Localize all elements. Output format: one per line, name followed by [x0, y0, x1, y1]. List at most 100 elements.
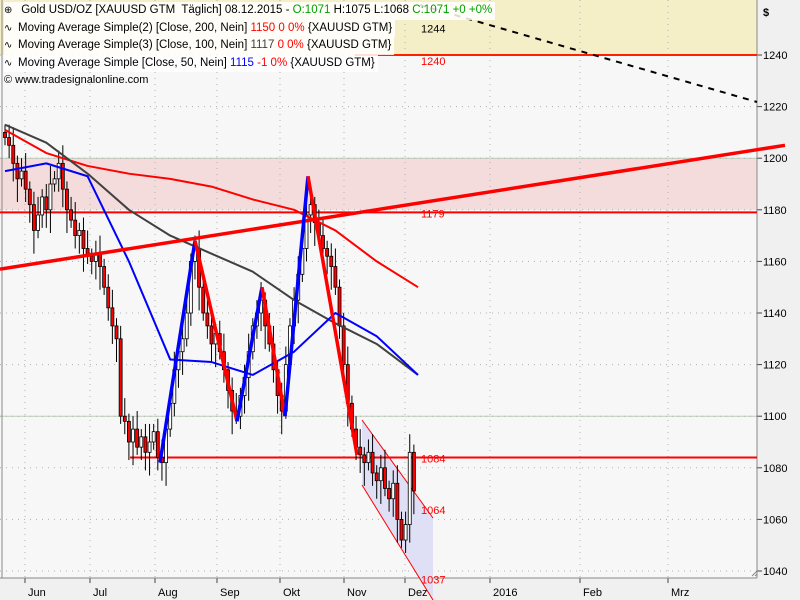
currency-label: $	[763, 7, 769, 19]
copyright-text: © www.tradesignalonline.com	[4, 74, 149, 86]
candle	[36, 214, 40, 231]
y-tick-label: 1040	[763, 566, 787, 578]
candle	[69, 209, 73, 221]
level-label: 1037	[421, 575, 445, 587]
candle	[23, 170, 28, 190]
candle	[44, 196, 49, 211]
period: Täglich]	[181, 4, 222, 16]
candle	[122, 415, 127, 422]
wave-icon: ∿	[4, 57, 13, 69]
candle	[180, 338, 185, 353]
zigzag-segment	[158, 240, 197, 463]
candle	[19, 170, 24, 180]
support-trendline	[0, 143, 786, 271]
indicator-value: 1150	[250, 21, 276, 34]
y-tick-label: 1140	[763, 308, 787, 320]
x-tick-label: Nov	[347, 587, 367, 599]
indicator-value: 1115	[230, 56, 254, 69]
candle	[374, 472, 379, 482]
y-tick-label: 1120	[763, 360, 787, 372]
y-tick-label: 1100	[763, 411, 787, 423]
indicator-symbol: {XAUUSD GTM}	[306, 39, 392, 51]
zigzag-segment	[306, 175, 359, 456]
level-label: 1244	[421, 24, 445, 36]
candle	[403, 524, 408, 541]
candle	[3, 131, 7, 138]
moving-average-line-0	[4, 128, 419, 289]
candle	[333, 266, 338, 288]
candle	[73, 219, 78, 236]
candle	[341, 325, 346, 365]
indicator-name: Moving Average Simple(2) [Close, 200, Ne…	[18, 21, 248, 34]
candle	[147, 441, 152, 453]
candle	[383, 467, 387, 489]
wave-icon: ∿	[4, 40, 13, 51]
close-value: C:1071 +0 +0%	[412, 4, 493, 16]
candle	[32, 204, 36, 231]
y-tick-label: 1060	[763, 514, 787, 526]
level-label: 1179	[421, 208, 445, 220]
indicator-symbol: {XAUUSD GTM}	[307, 21, 393, 34]
candle	[127, 420, 131, 443]
candle	[15, 162, 20, 180]
candle	[151, 431, 156, 443]
zigzag-segment	[235, 286, 264, 422]
candle	[143, 436, 148, 453]
candle	[308, 204, 313, 216]
level-label: 1084	[421, 453, 445, 465]
candle	[362, 454, 367, 464]
indicator-value: 1117	[250, 39, 275, 51]
dashed-trendline	[419, 4, 758, 103]
candle	[201, 286, 206, 314]
candle	[114, 325, 119, 340]
x-tick-label: Jun	[28, 587, 46, 599]
open-value: O:1071	[292, 4, 331, 16]
x-tick-label: Okt	[283, 587, 300, 599]
indicator-name: Moving Average Simple(3) [Close, 100, Ne…	[18, 39, 248, 51]
indicator-name: Moving Average Simple [Close, 50, Nein]	[18, 56, 227, 69]
candle	[131, 428, 135, 443]
indicator-ma100[interactable]: ∿ Moving Average Simple(3) [Close, 100, N…	[4, 37, 395, 55]
instrument-name: Gold USD/OZ [XAUUSD GTM	[21, 4, 176, 16]
low-value: L:1068	[373, 4, 410, 16]
candle	[411, 451, 416, 492]
candle	[378, 467, 383, 482]
candle	[399, 519, 404, 541]
candle	[135, 428, 140, 448]
candle	[184, 312, 189, 340]
candle	[407, 451, 412, 525]
y-tick-label: 1220	[763, 102, 787, 114]
candle	[321, 235, 325, 249]
indicator-symbol: {XAUUSD GTM}	[290, 56, 375, 69]
candle	[395, 482, 400, 520]
indicator-ma200[interactable]: ∿ Moving Average Simple(2) [Close, 200, N…	[4, 19, 396, 37]
y-tick-label: 1240	[763, 50, 787, 62]
zigzag-segment	[260, 286, 287, 417]
candle	[391, 482, 396, 500]
candle	[139, 436, 144, 448]
candle	[89, 255, 94, 262]
candle	[325, 248, 330, 257]
moving-average-line-1	[4, 123, 419, 376]
candle	[65, 188, 69, 211]
candle	[337, 286, 342, 327]
y-tick-label: 1080	[763, 463, 787, 475]
instrument-header[interactable]: ⊕ Gold USD/OZ [XAUUSD GTM Täglich] 08.12…	[4, 2, 496, 20]
candle	[77, 230, 82, 237]
candle	[98, 253, 102, 267]
indicator-ma50[interactable]: ∿ Moving Average Simple [Close, 50, Nein]…	[4, 54, 378, 72]
x-tick-label: 2016	[493, 587, 517, 599]
candle	[7, 137, 12, 146]
date: 08.12.2015 -	[224, 4, 290, 16]
candle	[52, 178, 57, 185]
candle	[358, 446, 363, 456]
candle	[155, 431, 160, 458]
chart-legend: ⊕ Gold USD/OZ [XAUUSD GTM Täglich] 08.12…	[4, 2, 496, 90]
candle-icon: ⊕	[4, 5, 13, 16]
candle	[48, 183, 53, 211]
candle	[11, 144, 16, 164]
candle	[205, 312, 210, 327]
candle	[387, 488, 391, 500]
candle	[370, 451, 375, 474]
